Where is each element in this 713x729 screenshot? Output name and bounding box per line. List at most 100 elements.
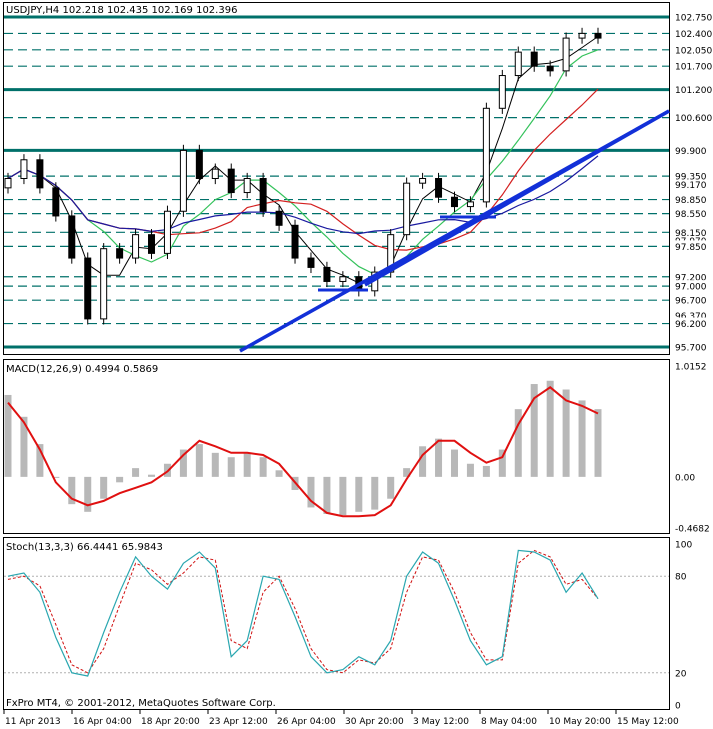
macd-bar: [498, 449, 506, 477]
candle-body: [116, 248, 124, 259]
stoch-panel[interactable]: [3, 537, 670, 710]
macd-bar: [36, 444, 44, 477]
macd-bar: [179, 449, 187, 477]
macd-bar: [84, 476, 92, 512]
candle-body: [132, 234, 140, 259]
macd-signal-line: [7, 386, 599, 518]
candle-body: [546, 65, 554, 72]
macd-bar: [100, 476, 108, 499]
candle-body: [307, 257, 315, 268]
price-axis-label: 97.000: [675, 283, 707, 293]
macd-bar: [578, 400, 586, 477]
macd-bar: [546, 380, 554, 477]
macd-bar: [20, 416, 28, 477]
candle-body: [435, 178, 443, 198]
candle-body: [84, 257, 92, 320]
price-label-bg: [672, 43, 712, 56]
candle-body: [323, 266, 331, 282]
moving-average-green: [7, 49, 599, 276]
price-label-bg: [672, 60, 712, 73]
macd-bar: [116, 476, 124, 483]
price-label-bg: [672, 193, 712, 206]
price-label-bg: [672, 270, 712, 283]
price-label-bg: [672, 83, 712, 96]
macd-bar: [355, 476, 363, 512]
candle-body: [482, 107, 490, 203]
moving-average-navy: [7, 155, 599, 235]
macd-axis-label: 0.00: [675, 473, 695, 483]
macd-bar: [514, 409, 522, 477]
macd-bar: [387, 476, 395, 499]
stoch-axis-label: 20: [675, 669, 687, 679]
candle-body: [578, 32, 586, 39]
price-axis-label: 102.750: [675, 14, 712, 24]
time-axis-labels: 11 Apr 2013 16 Apr 04:00 18 Apr 20:00 23 Ap…: [3, 710, 679, 727]
price-label-bg: [672, 144, 712, 157]
price-axis-label: 97.850: [675, 243, 707, 253]
time-axis-label: 23 Apr 12:00: [209, 717, 268, 727]
price-axis-label: 97.200: [675, 273, 707, 283]
macd-axis-label: 1.0152: [675, 363, 707, 373]
time-axis-label: 18 Apr 20:00: [141, 717, 200, 727]
macd-bar: [52, 476, 60, 478]
price-label-bg: [672, 340, 712, 353]
price-label-bg: [672, 170, 712, 183]
stoch-label: Stoch(13,3,3) 66.4441 65.9843: [6, 542, 163, 553]
candle-body: [403, 182, 411, 236]
time-axis-label: 26 Apr 04:00: [277, 717, 336, 727]
macd-histogram: [4, 380, 602, 516]
candle-body: [4, 178, 12, 189]
macd-bar: [371, 476, 379, 510]
price-axis-label: 96.370: [675, 312, 707, 322]
candle-body: [514, 51, 522, 77]
macd-bar: [148, 474, 156, 477]
stoch-main-line: [7, 549, 599, 677]
time-axis-label: 30 Apr 20:00: [345, 717, 404, 727]
trend-lines: [239, 109, 670, 353]
macd-bar: [466, 463, 474, 477]
candle-body: [243, 178, 251, 194]
price-axis-label: 96.200: [675, 320, 707, 330]
macd-bar: [4, 394, 12, 477]
candle-body: [291, 224, 299, 259]
macd-bar: [323, 476, 331, 514]
macd-bar: [419, 446, 427, 477]
price-axis-label: 98.850: [675, 196, 707, 206]
macd-bar: [435, 438, 443, 477]
candle-body: [195, 149, 203, 179]
macd-bar: [195, 444, 203, 477]
stoch-axis-label: 0: [675, 702, 681, 712]
candle-body: [227, 168, 235, 194]
macd-bar: [307, 476, 315, 508]
trend-line-secondary: [364, 109, 670, 287]
macd-bar: [530, 384, 538, 477]
stoch-axis-label: 100: [675, 541, 692, 551]
time-axis-label: 3 May 12:00: [413, 717, 469, 727]
stoch-axis-labels: 100 80 20 0: [675, 541, 692, 712]
macd-bar: [68, 476, 76, 505]
macd-signal: [7, 386, 599, 518]
macd-bar: [243, 452, 251, 477]
macd-bar: [227, 457, 235, 477]
candle-body: [36, 159, 44, 189]
price-label-bg: [672, 317, 712, 330]
macd-label: MACD(12,26,9) 0.4994 0.5869: [6, 364, 158, 375]
macd-bar: [339, 476, 347, 516]
macd-panel[interactable]: [3, 359, 670, 534]
candle-body: [179, 149, 187, 212]
candle-body: [562, 37, 570, 72]
price-label-bg: [672, 111, 712, 124]
macd-bar: [132, 468, 140, 477]
time-axis-label: 15 May 12:00: [617, 717, 679, 727]
stoch-axis-label: 80: [675, 573, 687, 583]
price-label-bg: [672, 226, 712, 239]
price-label-bg: [672, 207, 712, 220]
macd-axis-labels: 1.0152 0.00 -0.4682: [675, 363, 710, 535]
macd-bar: [259, 457, 267, 477]
candle-body: [466, 201, 474, 208]
price-axis-label: 98.550: [675, 210, 707, 220]
candle-body: [20, 159, 28, 179]
time-axis-label: 8 May 04:00: [481, 717, 537, 727]
candle-body: [52, 187, 60, 217]
